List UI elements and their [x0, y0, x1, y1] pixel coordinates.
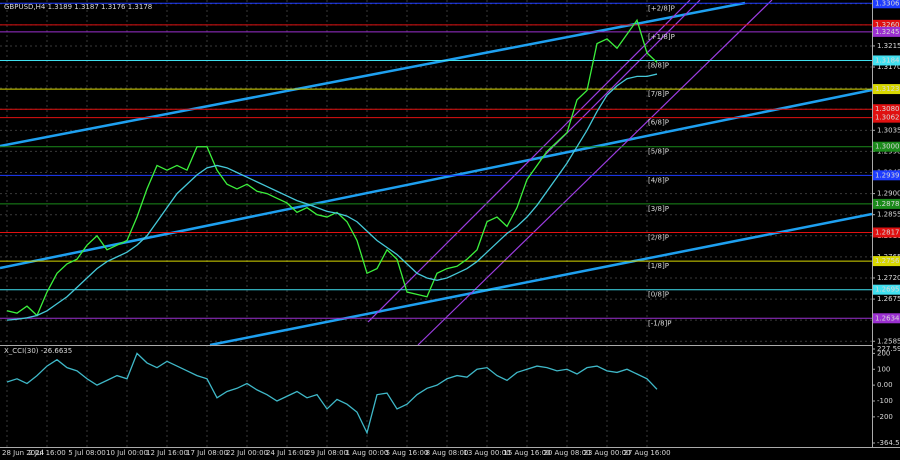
y-tick-label: 1.2675	[877, 295, 900, 303]
y-tick-label: -200	[877, 413, 893, 421]
level-label: 1.2878	[875, 200, 900, 208]
level-box	[873, 0, 900, 9]
x-tick-label: 15 Aug 16:00	[503, 449, 550, 457]
level-name: [6/8]P	[648, 119, 669, 127]
level-label: 1.3062	[875, 114, 900, 122]
level-box	[873, 141, 900, 152]
x-tick-label: 5 Aug 16:00	[386, 449, 429, 457]
level-box	[873, 284, 900, 295]
y-tick-label: 1.3035	[877, 126, 900, 134]
x-tick-label: 8 Aug 08:00	[426, 449, 469, 457]
level-box	[873, 227, 900, 238]
y-tick-label: 1.2900	[877, 190, 900, 198]
y-tick-label: 227.592	[877, 345, 900, 353]
series-line	[6, 73, 658, 321]
x-tick-label: 23 Aug 00:00	[583, 449, 630, 457]
level-box	[873, 26, 900, 37]
y-tick-label: 100	[877, 365, 890, 373]
x-tick-label: 5 Jul 08:00	[68, 449, 106, 457]
level-box	[873, 104, 900, 115]
x-tick-label: 10 Jul 00:00	[106, 449, 148, 457]
y-tick-label: -100	[877, 397, 893, 405]
level-label: 1.3260	[875, 21, 900, 29]
x-tick-label: 20 Aug 08:00	[543, 449, 590, 457]
level-name: [+2/8]P	[648, 4, 675, 12]
level-box	[873, 198, 900, 209]
level-box	[873, 256, 900, 267]
level-name: [8/8]P	[648, 61, 669, 69]
indicator-title: X_CCI(30) -26.6635	[4, 347, 72, 355]
level-label: 1.2939	[875, 171, 900, 179]
level-label: 1.3245	[875, 28, 900, 36]
plot: [+2/8]P [+1/8]P [8/8]P [7/8]P [6/8]P [5/8]P [4…	[0, 2, 872, 435]
level-label: 1.3306	[875, 0, 900, 7]
level-label: 1.2756	[875, 257, 900, 265]
chart-title: GBPUSD,H4 1.3189 1.3187 1.3176 1.3178	[4, 3, 152, 11]
level-label: 1.3000	[875, 143, 900, 151]
x-tick-label: 13 Aug 00:00	[463, 449, 510, 457]
level-name: [3/8]P	[648, 205, 669, 213]
series-line	[6, 18, 658, 317]
level-name: [0/8]P	[648, 291, 669, 299]
level-name: [4/8]P	[648, 176, 669, 184]
y-tick-label: 1.3215	[877, 42, 900, 50]
x-tick-label: 1 Aug 00:00	[346, 449, 389, 457]
level-name: [5/8]P	[648, 148, 669, 156]
level-label: 1.2695	[875, 286, 900, 294]
trend-lines	[0, 0, 873, 347]
level-label: 1.3080	[875, 105, 900, 113]
series-line	[6, 352, 658, 435]
level-label: 1.3184	[875, 56, 900, 64]
x-tick-label: 17 Jul 08:00	[186, 449, 228, 457]
y-tick-label: 1.2585	[877, 337, 900, 345]
trend-line	[209, 212, 873, 347]
y-tick-label: 1.2855	[877, 211, 900, 219]
trend-line	[0, 88, 873, 270]
channel-line	[417, 0, 773, 346]
level-name: [7/8]P	[648, 90, 669, 98]
level-label: 1.2634	[875, 314, 900, 322]
level-box	[873, 19, 900, 30]
x-tick-label: 29 Jul 08:00	[306, 449, 348, 457]
y-tick-label: 200	[877, 349, 890, 357]
level-label: 1.3123	[875, 85, 900, 93]
x-tick-label: 2 Jul 16:00	[28, 449, 66, 457]
y-tick-label: 0.00	[877, 381, 893, 389]
level-box	[873, 170, 900, 181]
level-name: [-1/8]P	[648, 319, 671, 327]
level-label: 1.2817	[875, 229, 900, 237]
level-box	[873, 313, 900, 324]
y-tick-label: -364.558	[877, 439, 900, 447]
level-name: [1/8]P	[648, 262, 669, 270]
y-tick-label: 1.3170	[877, 63, 900, 71]
x-tick-label: 24 Jul 16:00	[266, 449, 308, 457]
x-tick-label: 22 Jul 00:00	[226, 449, 268, 457]
trend-line	[0, 1, 746, 148]
level-box	[873, 55, 900, 66]
level-name: [2/8]P	[648, 234, 669, 242]
y-tick-label: 1.2720	[877, 274, 900, 282]
level-name: [+1/8]P	[648, 33, 675, 41]
x-tick-label: 12 Jul 16:00	[146, 449, 188, 457]
level-box	[873, 84, 900, 95]
level-box	[873, 112, 900, 123]
x-tick-label: 27 Aug 16:00	[623, 449, 670, 457]
channel-line	[367, 0, 691, 323]
x-tick-label: 28 Jun 2024	[2, 449, 45, 457]
